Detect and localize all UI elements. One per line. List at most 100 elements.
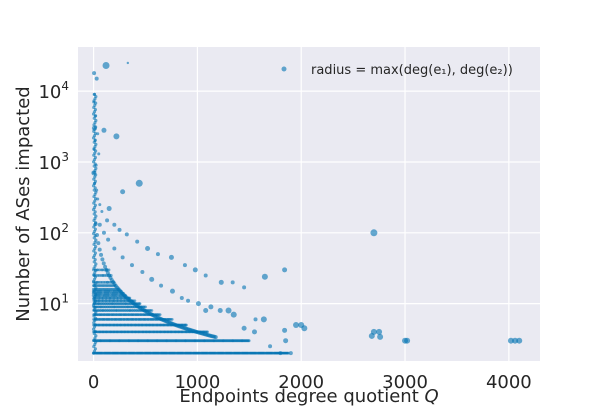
data-point [268,344,273,349]
data-point [96,132,100,136]
data-point [377,333,384,340]
y-tick-exponent: 4 [61,79,69,93]
data-point [93,92,97,96]
data-point [129,263,134,268]
data-point [195,301,201,307]
y-tick-base: 10 [38,224,61,245]
data-point [507,337,514,344]
curve-point [97,247,102,252]
x-axis-label: Endpoints degree quotient Q [179,386,438,407]
grid [78,47,540,361]
curve-point [213,335,218,340]
curve-point [95,233,99,238]
x-tick-label: 0 [88,372,99,393]
data-point [91,170,97,176]
data-point [91,125,97,131]
data-point [135,239,140,244]
data-point [113,133,120,140]
data-point [149,276,155,282]
curve-point [101,261,106,266]
legend: radius = max(deg(e₁), deg(e₂)) [281,63,513,78]
data-point [370,229,378,237]
band-point [247,339,251,343]
data-point [218,279,224,285]
x-tick-label: 4000 [486,372,532,393]
data-point [293,321,300,328]
data-point [251,329,257,335]
data-point [230,280,235,285]
data-point [253,317,258,322]
y-tick-label: 102 [38,221,69,245]
data-point [92,100,96,104]
data-point [98,203,102,207]
y-tick-base: 10 [38,295,61,316]
data-point [283,338,289,344]
y-tick-exponent: 1 [61,292,69,306]
data-point [512,337,519,344]
y-tick-base: 10 [38,153,61,174]
data-point [97,152,101,156]
data-point [225,307,232,314]
legend-label: radius = max(deg(e₁), deg(e₂)) [311,63,513,78]
data-point [282,267,288,273]
data-point [94,114,98,118]
band-point [185,323,188,327]
y-axis-label: Number of ASes impacted [13,86,34,321]
data-point [120,189,126,195]
data-point [92,71,97,76]
data-point [376,328,383,335]
data-point [203,273,208,278]
data-point [94,163,98,167]
data-point [120,255,125,260]
legend-marker [281,66,287,72]
data-point [260,316,267,323]
band-point [150,309,154,312]
curve-point [100,257,105,262]
data-point [169,288,175,294]
data-point [95,188,99,192]
data-point [516,337,523,344]
data-point [208,304,214,310]
data-point [242,285,247,290]
data-point [301,325,308,332]
band-point [158,313,162,317]
data-point [282,327,288,333]
quantized-bands [91,92,290,355]
band-point [138,302,142,306]
curve-point [96,241,101,246]
x-axis-label-variable: Q [425,386,439,407]
plot-background [78,47,540,361]
data-point [96,197,100,201]
data-point [101,127,107,133]
band-point [206,330,209,334]
data-point [106,237,111,242]
data-point [93,181,97,185]
curve-point [103,264,108,269]
data-point [182,263,187,268]
y-tick-exponent: 3 [61,150,69,164]
band-point [170,317,174,321]
y-tick-base: 10 [38,82,61,103]
y-tick-exponent: 2 [61,221,69,235]
curve-point [99,252,104,257]
data-point [93,139,97,143]
data-point [145,246,151,252]
data-point [140,269,145,274]
data-point [97,222,102,227]
y-tick-label: 103 [38,150,69,174]
data-point [135,179,143,187]
data-point [278,351,283,356]
data-point [179,296,184,301]
data-point [186,298,191,303]
curve-point [93,221,98,226]
data-points [91,61,523,356]
data-point [230,311,237,318]
data-point [92,148,96,152]
data-point [112,222,117,227]
data-point [101,230,106,235]
data-point [288,351,293,356]
y-tick-label: 104 [38,79,69,103]
data-point [261,273,268,280]
